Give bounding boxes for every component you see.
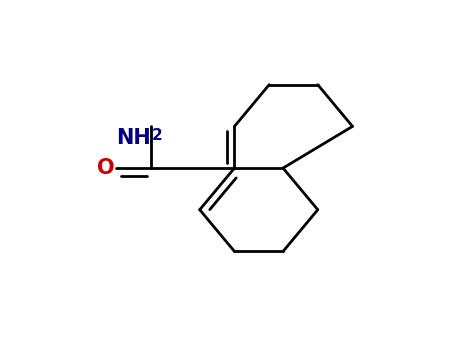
Text: O: O: [97, 158, 115, 178]
Text: NH: NH: [116, 128, 151, 148]
Text: 2: 2: [152, 128, 162, 143]
